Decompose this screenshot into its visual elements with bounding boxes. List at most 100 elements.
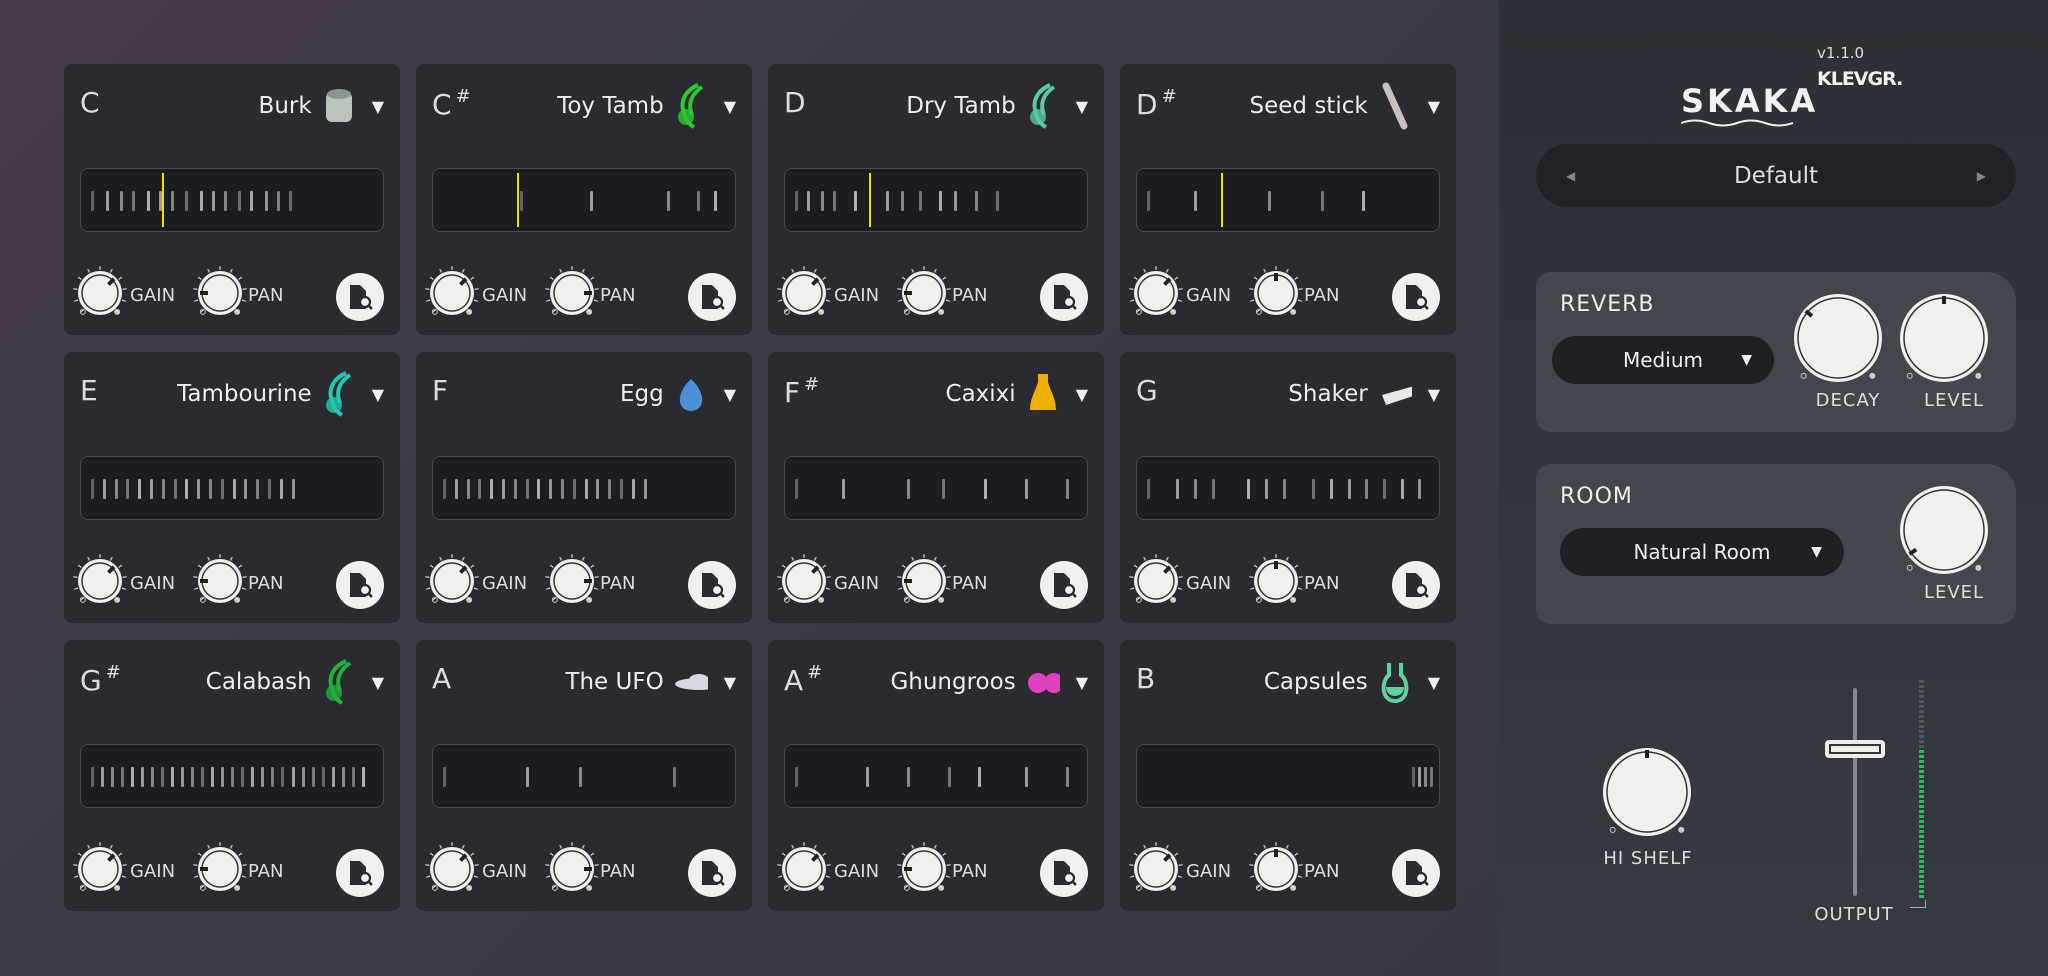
pan-knob[interactable] xyxy=(542,551,602,619)
waveform-transient xyxy=(1329,479,1333,499)
browse-sample-button[interactable] xyxy=(1392,273,1440,321)
browse-sample-button[interactable] xyxy=(336,273,384,321)
waveform-display[interactable] xyxy=(80,456,384,520)
pan-label: PAN xyxy=(600,285,636,306)
waveform-display[interactable] xyxy=(784,168,1088,232)
instrument-dropdown[interactable]: Toy Tamb ▼ xyxy=(557,83,736,129)
waveform-transient xyxy=(806,191,810,211)
instrument-dropdown[interactable]: Caxixi ▼ xyxy=(946,372,1088,416)
pan-knob[interactable] xyxy=(190,263,250,331)
instrument-dropdown[interactable]: Tambourine ▼ xyxy=(177,371,384,417)
next-preset-button[interactable]: ▶ xyxy=(1976,168,1986,183)
decay-knob[interactable] xyxy=(1786,286,1890,398)
gain-knob[interactable] xyxy=(774,839,834,907)
pan-knob[interactable] xyxy=(894,263,954,331)
note-label: D xyxy=(784,86,806,119)
meter-segment xyxy=(1919,885,1924,888)
gain-knob[interactable] xyxy=(70,839,130,907)
waveform-transient xyxy=(220,479,224,499)
browse-sample-button[interactable] xyxy=(336,849,384,897)
browse-sample-button[interactable] xyxy=(688,561,736,609)
waveform-display[interactable] xyxy=(1136,168,1440,232)
meter-segment xyxy=(1919,740,1924,743)
instrument-dropdown[interactable]: Dry Tamb ▼ xyxy=(906,83,1088,129)
gain-knob[interactable] xyxy=(774,551,834,619)
waveform-transient xyxy=(1400,479,1404,499)
waveform-transient xyxy=(90,479,94,499)
waveform-transient xyxy=(901,191,905,211)
gain-label: GAIN xyxy=(1186,573,1232,594)
instrument-dropdown[interactable]: Ghungroos ▼ xyxy=(890,660,1088,704)
waveform-display[interactable] xyxy=(80,744,384,808)
browse-sample-button[interactable] xyxy=(1392,561,1440,609)
waveform-transient xyxy=(974,191,978,211)
waveform-transient xyxy=(1176,479,1180,499)
instrument-dropdown[interactable]: Egg ▼ xyxy=(620,372,736,416)
pan-label: PAN xyxy=(952,861,988,882)
waveform-display[interactable] xyxy=(432,456,736,520)
pan-knob[interactable] xyxy=(894,839,954,907)
browse-sample-button[interactable] xyxy=(688,273,736,321)
gain-knob[interactable] xyxy=(422,263,482,331)
pan-knob[interactable] xyxy=(542,263,602,331)
pan-knob[interactable] xyxy=(894,551,954,619)
meter-segment xyxy=(1919,685,1924,688)
prev-preset-button[interactable]: ◀ xyxy=(1566,168,1576,183)
instrument-dropdown[interactable]: Shaker ▼ xyxy=(1288,372,1440,416)
instrument-dropdown[interactable]: The UFO ▼ xyxy=(565,660,736,704)
gain-knob[interactable] xyxy=(70,263,130,331)
gain-knob[interactable] xyxy=(1126,263,1186,331)
waveform-display[interactable] xyxy=(784,456,1088,520)
pan-knob[interactable] xyxy=(542,839,602,907)
output-fader-track[interactable] xyxy=(1853,688,1857,896)
waveform-display[interactable] xyxy=(1136,456,1440,520)
reverb-level-knob[interactable] xyxy=(1892,286,1996,398)
waveform-display[interactable] xyxy=(432,744,736,808)
browse-sample-button[interactable] xyxy=(1040,561,1088,609)
meter-segment xyxy=(1919,850,1924,853)
reverb-type-dropdown[interactable]: Medium ▼ xyxy=(1552,336,1774,384)
room-level-label: LEVEL xyxy=(1923,582,1985,603)
instrument-dropdown[interactable]: Calabash ▼ xyxy=(206,659,384,705)
waveform-transient xyxy=(549,479,553,499)
pan-knob[interactable] xyxy=(190,551,250,619)
pan-knob[interactable] xyxy=(1246,551,1306,619)
waveform-transient xyxy=(442,479,446,499)
room-type-dropdown[interactable]: Natural Room ▼ xyxy=(1560,528,1844,576)
room-level-knob[interactable] xyxy=(1892,478,1996,590)
pan-knob[interactable] xyxy=(1246,839,1306,907)
gain-knob[interactable] xyxy=(1126,551,1186,619)
gain-knob[interactable] xyxy=(422,839,482,907)
instrument-name: The UFO xyxy=(565,669,664,695)
browse-sample-button[interactable] xyxy=(1040,273,1088,321)
note-label: A # xyxy=(784,662,823,697)
browse-sample-button[interactable] xyxy=(1040,849,1088,897)
reverb-panel: REVERB Medium ▼ DECAY LEVEL xyxy=(1536,272,2016,432)
instrument-dropdown[interactable]: Capsules ▼ xyxy=(1264,660,1440,704)
preset-selector[interactable]: ◀ Default ▶ xyxy=(1536,144,2016,207)
waveform-transient xyxy=(1312,479,1316,499)
pan-knob[interactable] xyxy=(190,839,250,907)
waveform-display[interactable] xyxy=(432,168,736,232)
output-fader-handle[interactable] xyxy=(1825,740,1885,758)
meter-segment xyxy=(1919,725,1924,728)
waveform-display[interactable] xyxy=(784,744,1088,808)
pad-tambourine: E Tambourine ▼ GAIN PAN xyxy=(64,352,400,623)
instrument-name: Tambourine xyxy=(177,381,312,407)
waveform-display[interactable] xyxy=(80,168,384,232)
instrument-dropdown[interactable]: Burk ▼ xyxy=(259,84,384,128)
browse-sample-button[interactable] xyxy=(336,561,384,609)
browse-sample-button[interactable] xyxy=(1392,849,1440,897)
gain-knob[interactable] xyxy=(1126,839,1186,907)
browse-sample-button[interactable] xyxy=(688,849,736,897)
gain-knob[interactable] xyxy=(774,263,834,331)
hi-shelf-knob[interactable] xyxy=(1595,740,1699,852)
gain-knob[interactable] xyxy=(70,551,130,619)
gain-knob[interactable] xyxy=(422,551,482,619)
waveform-transient xyxy=(590,191,594,211)
pan-knob[interactable] xyxy=(1246,263,1306,331)
waveform-display[interactable] xyxy=(1136,744,1440,808)
waveform-transient xyxy=(1146,479,1150,499)
instrument-dropdown[interactable]: Seed stick ▼ xyxy=(1250,82,1440,130)
waveform-transient xyxy=(1382,479,1386,499)
